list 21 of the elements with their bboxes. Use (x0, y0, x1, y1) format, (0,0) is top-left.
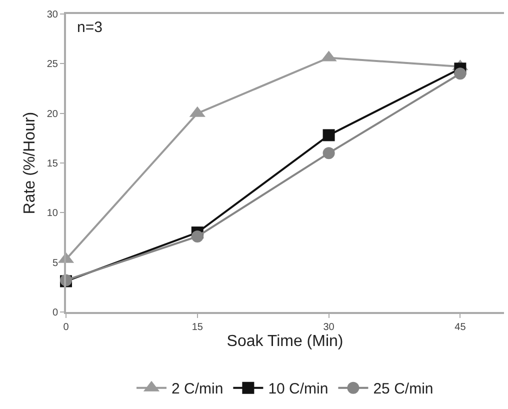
x-tick-label: 30 (323, 322, 335, 333)
point (322, 129, 335, 142)
x-tick-label: 0 (63, 322, 70, 333)
x-tick-label: 15 (192, 322, 204, 333)
point (454, 68, 466, 80)
y-tick-label: 0 (52, 308, 58, 318)
y-tick-label: 10 (46, 208, 58, 220)
legend-label: 25 C/min (373, 380, 434, 398)
y-tick-label: 25 (46, 59, 58, 70)
x-axis-title: Soak Time (Min) (226, 333, 344, 350)
legend-label: 10 C/min (268, 380, 328, 398)
y-axis-title: Rate (%/Hour) (21, 112, 38, 214)
point (191, 230, 204, 243)
legend-label: 2 C/min (172, 380, 224, 398)
y-tick-label: 15 (46, 158, 58, 170)
point (322, 147, 335, 160)
x-tick-label: 45 (454, 322, 466, 333)
annotation: n=3 (77, 19, 102, 36)
y-tick-label: 30 (46, 10, 58, 20)
y-tick-label: 5 (52, 258, 58, 269)
y-tick-label: 20 (46, 108, 58, 120)
